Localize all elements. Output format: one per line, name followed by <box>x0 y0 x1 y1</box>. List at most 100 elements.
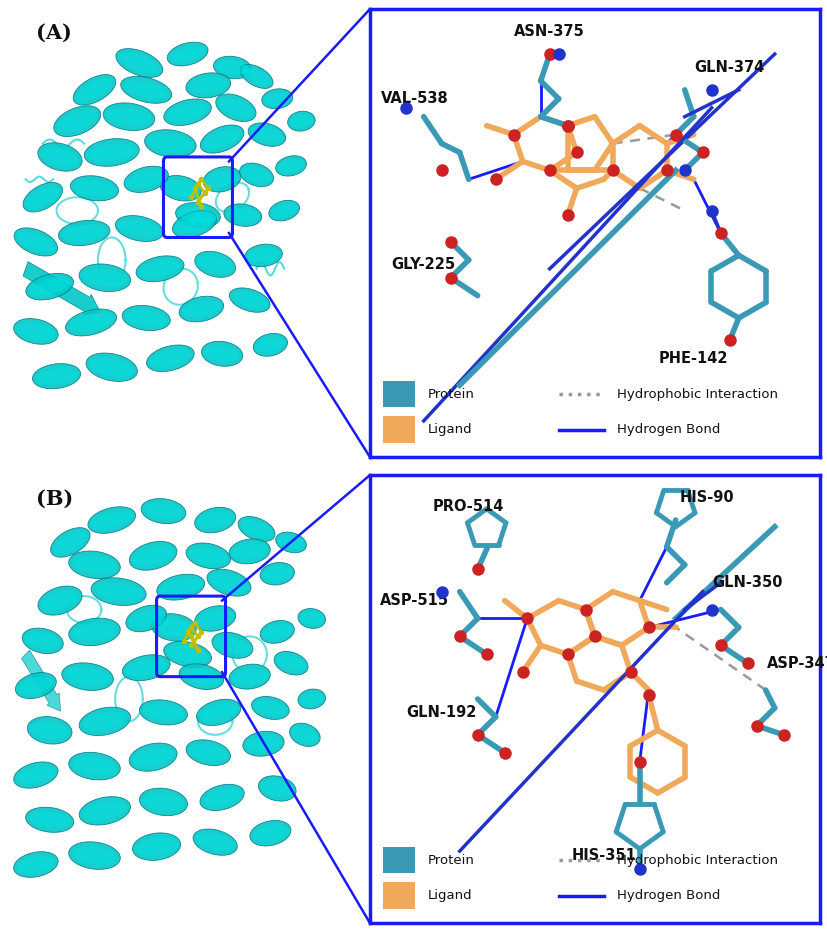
Ellipse shape <box>167 42 208 66</box>
Text: Protein: Protein <box>428 854 475 867</box>
Ellipse shape <box>198 255 232 273</box>
Ellipse shape <box>143 793 184 811</box>
Ellipse shape <box>17 232 55 252</box>
Ellipse shape <box>95 582 142 600</box>
Ellipse shape <box>216 61 248 75</box>
Ellipse shape <box>218 98 252 117</box>
Ellipse shape <box>201 341 242 366</box>
Ellipse shape <box>251 696 289 720</box>
Ellipse shape <box>232 668 267 685</box>
Ellipse shape <box>70 176 118 200</box>
Ellipse shape <box>242 68 270 85</box>
FancyArrow shape <box>23 262 100 315</box>
Ellipse shape <box>261 780 293 797</box>
Ellipse shape <box>196 699 241 725</box>
Ellipse shape <box>29 812 70 828</box>
Ellipse shape <box>136 256 184 281</box>
Ellipse shape <box>86 353 137 381</box>
Ellipse shape <box>73 75 116 105</box>
Ellipse shape <box>119 53 159 74</box>
Ellipse shape <box>14 228 58 256</box>
Ellipse shape <box>62 225 106 241</box>
Bar <box>383 883 414 910</box>
Ellipse shape <box>276 655 305 671</box>
Ellipse shape <box>160 579 201 596</box>
Text: (B): (B) <box>36 488 73 509</box>
Ellipse shape <box>124 81 168 99</box>
Bar <box>383 846 414 873</box>
Ellipse shape <box>88 144 135 161</box>
Ellipse shape <box>79 707 131 735</box>
Text: GLY-225: GLY-225 <box>391 257 455 272</box>
Ellipse shape <box>41 147 79 167</box>
Ellipse shape <box>260 563 294 585</box>
Ellipse shape <box>17 856 55 873</box>
Text: Hydrogen Bond: Hydrogen Bond <box>616 423 719 436</box>
Ellipse shape <box>298 609 325 628</box>
Ellipse shape <box>73 757 117 775</box>
Ellipse shape <box>18 677 53 694</box>
Ellipse shape <box>242 732 284 756</box>
Ellipse shape <box>213 56 251 78</box>
Ellipse shape <box>239 163 273 186</box>
Ellipse shape <box>144 503 182 519</box>
Ellipse shape <box>289 115 313 128</box>
Ellipse shape <box>299 692 323 706</box>
Ellipse shape <box>83 268 127 287</box>
Ellipse shape <box>54 531 87 554</box>
Text: HIS-351: HIS-351 <box>571 848 635 863</box>
Ellipse shape <box>200 125 244 153</box>
Ellipse shape <box>73 623 117 641</box>
Ellipse shape <box>132 546 173 566</box>
Ellipse shape <box>148 134 192 153</box>
Ellipse shape <box>167 646 208 663</box>
Ellipse shape <box>14 762 58 788</box>
Ellipse shape <box>262 567 292 581</box>
Text: Hydrophobic Interaction: Hydrophobic Interaction <box>616 388 777 401</box>
Ellipse shape <box>262 624 291 639</box>
Ellipse shape <box>204 346 239 362</box>
Text: HIS-90: HIS-90 <box>679 490 734 505</box>
Ellipse shape <box>210 573 247 592</box>
Ellipse shape <box>164 99 211 126</box>
Ellipse shape <box>212 632 252 658</box>
Text: PHE-142: PHE-142 <box>658 350 728 365</box>
Bar <box>383 380 414 407</box>
Ellipse shape <box>65 309 117 336</box>
Text: Ligand: Ligand <box>428 423 472 436</box>
Bar <box>383 417 414 444</box>
Ellipse shape <box>126 309 166 326</box>
Text: PRO-514: PRO-514 <box>433 500 504 514</box>
Ellipse shape <box>146 345 194 372</box>
Ellipse shape <box>203 788 241 806</box>
Ellipse shape <box>23 183 62 212</box>
Text: ASN-375: ASN-375 <box>514 24 585 39</box>
Ellipse shape <box>151 613 196 641</box>
Ellipse shape <box>247 248 280 263</box>
Ellipse shape <box>26 633 60 650</box>
Ellipse shape <box>122 655 170 680</box>
Ellipse shape <box>189 547 227 565</box>
Ellipse shape <box>289 723 320 747</box>
Ellipse shape <box>274 651 308 675</box>
Ellipse shape <box>26 186 60 208</box>
Ellipse shape <box>253 334 287 356</box>
Ellipse shape <box>189 77 227 93</box>
Text: VAL-538: VAL-538 <box>380 91 448 106</box>
Ellipse shape <box>124 166 168 192</box>
Ellipse shape <box>107 108 151 126</box>
Text: ASP-347: ASP-347 <box>767 656 827 671</box>
Ellipse shape <box>30 278 69 295</box>
Ellipse shape <box>126 605 166 632</box>
Ellipse shape <box>84 139 139 166</box>
Ellipse shape <box>143 705 184 720</box>
Ellipse shape <box>229 539 270 564</box>
Ellipse shape <box>116 48 163 77</box>
Ellipse shape <box>103 103 155 130</box>
Ellipse shape <box>206 171 238 187</box>
Ellipse shape <box>69 618 120 646</box>
Ellipse shape <box>76 78 112 101</box>
Ellipse shape <box>139 788 187 816</box>
Ellipse shape <box>65 667 109 686</box>
Ellipse shape <box>198 610 232 627</box>
